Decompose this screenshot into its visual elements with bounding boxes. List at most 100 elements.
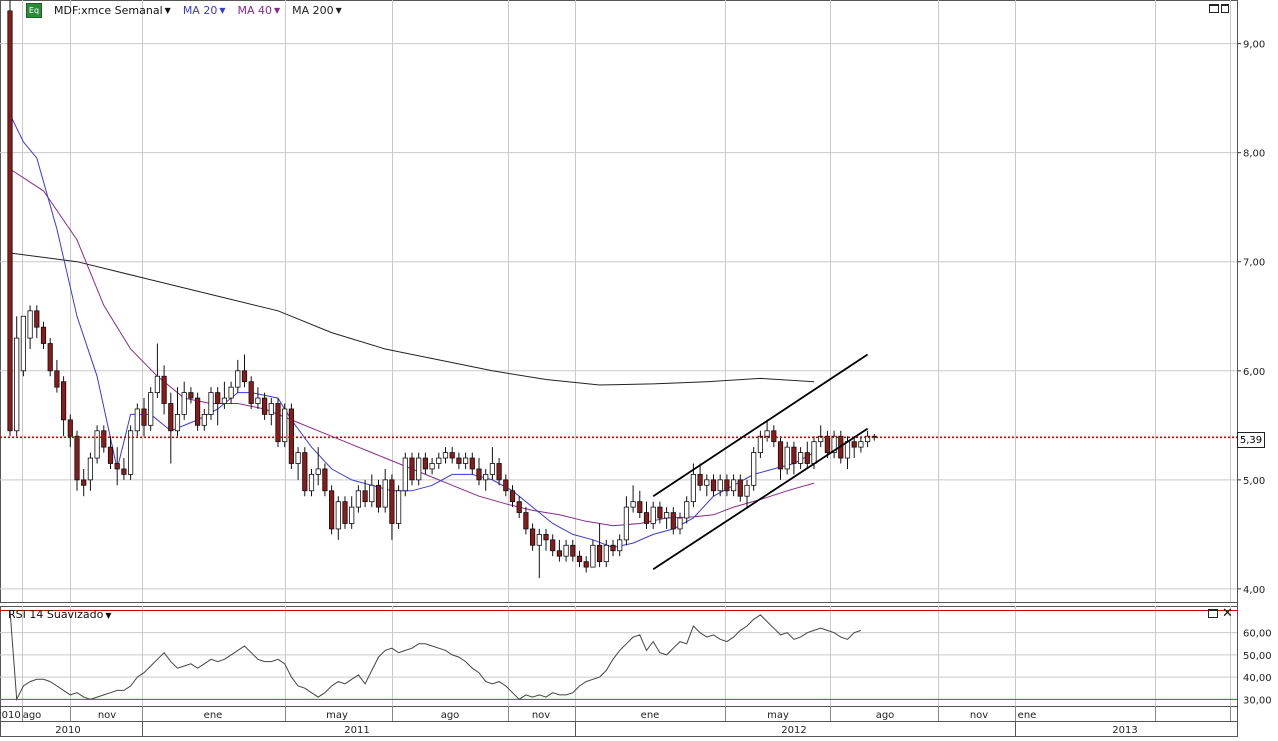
candle: [14, 337, 20, 432]
candle: [282, 408, 288, 443]
candle: [503, 479, 509, 492]
candle: [67, 419, 73, 437]
maximize-icon[interactable]: [1209, 4, 1219, 13]
equity-icon[interactable]: Eq: [26, 3, 42, 18]
month-label: ene: [1018, 710, 1037, 721]
candle: [395, 490, 402, 524]
candle: [154, 375, 160, 394]
candle: [791, 446, 797, 464]
symbol-selector[interactable]: MDF:xmce Semanal ▼: [54, 4, 171, 17]
candle: [798, 452, 804, 464]
ma20-selector[interactable]: MA 20 ▼: [183, 4, 226, 17]
candle: [54, 370, 60, 388]
candle: [81, 479, 87, 486]
candle: [94, 430, 100, 459]
candle: [228, 386, 234, 399]
candle: [536, 533, 542, 546]
candle: [255, 397, 261, 404]
candle: [570, 544, 576, 557]
candle: [355, 490, 362, 508]
candle: [523, 512, 529, 530]
rsi-selector[interactable]: RSI 14 Suavizado ▼: [8, 608, 112, 621]
candle: [563, 544, 569, 557]
rsi-tick-label: 30,00: [1243, 695, 1272, 706]
chevron-down-icon: ▼: [335, 6, 342, 15]
ma200-selector[interactable]: MA 200 ▼: [292, 4, 342, 17]
candle: [751, 452, 757, 486]
candle: [831, 435, 837, 453]
candle: [114, 463, 120, 470]
candle: [328, 490, 335, 530]
candle: [248, 381, 254, 404]
month-label: nov: [98, 710, 116, 721]
month-label: 2010: [0, 710, 21, 721]
candle: [188, 392, 194, 399]
candle: [824, 435, 831, 453]
candle: [241, 370, 248, 383]
chevron-down-icon: ▼: [105, 611, 112, 620]
candle: [597, 544, 603, 563]
candle: [74, 435, 80, 481]
candle: [101, 430, 107, 448]
candle: [141, 408, 147, 426]
candle: [268, 403, 274, 415]
candle: [469, 457, 475, 470]
candle: [402, 457, 408, 492]
chart-header: Eq MDF:xmce Semanal ▼ MA 20 ▼ MA 40 ▼ MA 20…: [26, 3, 342, 18]
candle: [107, 446, 114, 464]
month-label: may: [326, 710, 348, 721]
month-label: ene: [204, 710, 223, 721]
candle: [7, 10, 13, 432]
candle: [429, 463, 435, 470]
candle: [221, 397, 227, 404]
candle: [449, 452, 455, 459]
year-label: 2013: [1112, 725, 1137, 736]
candle: [389, 479, 395, 524]
rsi-panel: [0, 606, 1238, 707]
ma200-label: MA 200: [292, 4, 334, 17]
candle: [664, 512, 670, 519]
candle: [194, 397, 201, 426]
candle: [771, 430, 777, 443]
candle: [744, 484, 750, 497]
price-tick-label: 6,00: [1243, 367, 1265, 378]
rsi-tick-label: 50,00: [1243, 651, 1272, 662]
maximize-icon[interactable]: [1221, 4, 1229, 13]
candle: [168, 403, 174, 432]
candle: [637, 501, 643, 513]
ma40-selector[interactable]: MA 40 ▼: [237, 4, 280, 17]
candle: [40, 326, 47, 344]
candle: [804, 452, 810, 464]
candle: [603, 544, 609, 563]
candle: [409, 457, 415, 481]
candle: [134, 408, 140, 432]
price-tick-label: 7,00: [1243, 258, 1265, 269]
candle: [576, 555, 583, 563]
month-label: nov: [532, 710, 550, 721]
candle: [20, 315, 27, 372]
candle: [704, 479, 710, 486]
candle: [710, 479, 717, 492]
maximize-icon[interactable]: [1208, 609, 1218, 618]
candle: [369, 484, 375, 503]
candle: [161, 375, 167, 404]
month-label: may: [767, 710, 789, 721]
candle: [650, 506, 656, 524]
candle: [208, 392, 214, 415]
candle: [349, 506, 355, 524]
candle: [764, 430, 770, 437]
candle: [865, 435, 871, 443]
month-label: nov: [970, 710, 988, 721]
candle: [295, 452, 301, 464]
candle: [489, 463, 496, 475]
candle: [215, 392, 221, 404]
price-tick-label: 8,00: [1243, 149, 1265, 160]
candle: [61, 381, 67, 421]
candle: [690, 474, 697, 503]
candle: [416, 457, 422, 481]
candle: [670, 512, 676, 530]
candle: [583, 561, 589, 568]
rsi-line: [9, 610, 862, 702]
close-icon[interactable]: ✕: [1222, 606, 1233, 621]
candle: [483, 474, 489, 481]
